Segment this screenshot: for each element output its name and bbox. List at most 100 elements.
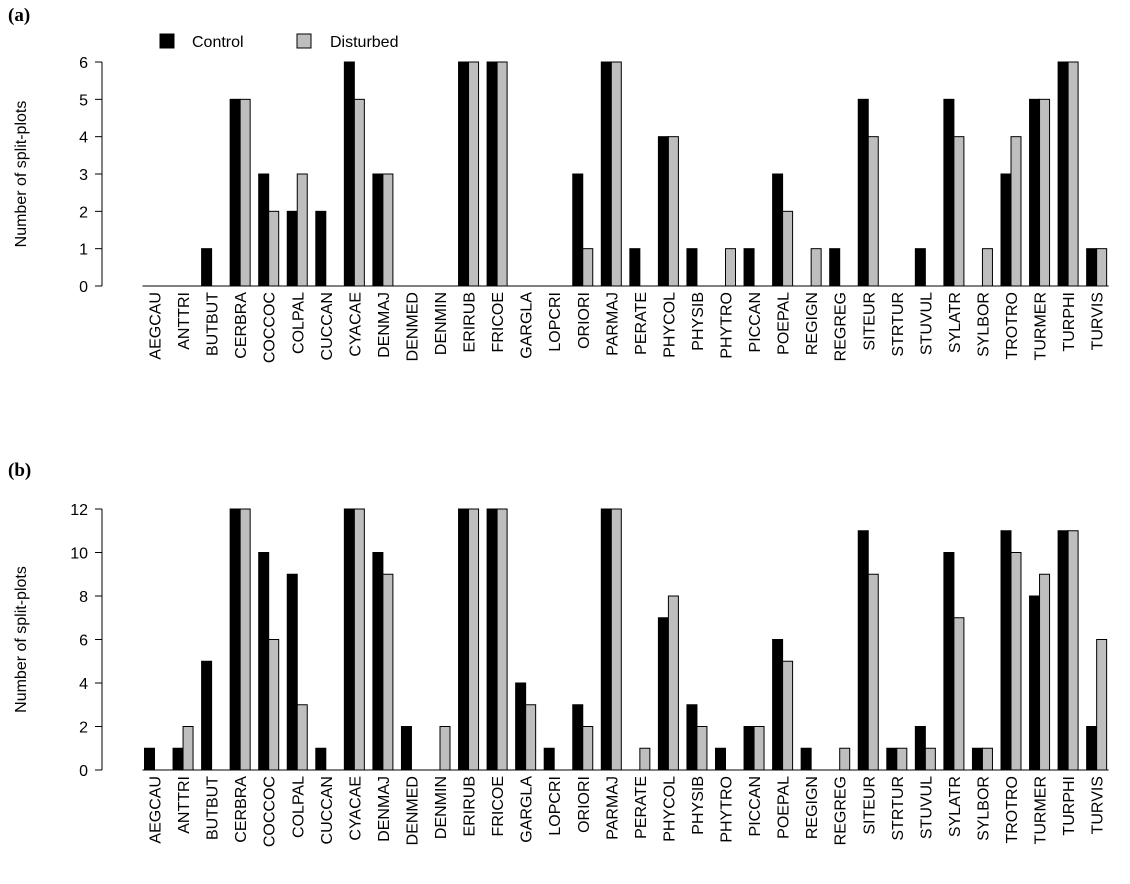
x-tick-label-oriori: ORIORI	[576, 292, 593, 349]
x-tick-label-cyacae: CYACAE	[347, 776, 364, 841]
bar-control-siteur	[857, 530, 869, 771]
x-tick-label-erirub: ERIRUB	[462, 776, 479, 836]
bar-control-cerbra	[229, 98, 241, 287]
x-tick-label-cerbra: CERBRA	[233, 776, 250, 843]
bar-control-oriori	[572, 704, 584, 771]
bar-disturbed-phytro	[725, 248, 736, 287]
x-tick-label-trotro: TROTRO	[1004, 776, 1021, 844]
x-tick-label-denmin: DENMIN	[433, 776, 450, 839]
x-tick-label-physib: PHYSIB	[690, 292, 707, 351]
y-axis-label: Number of split-plots	[13, 101, 30, 248]
x-tick-label-phytro: PHYTRO	[719, 292, 736, 359]
bar-control-lopcri	[543, 747, 555, 771]
bar-disturbed-turmer	[1039, 98, 1051, 287]
bar-control-turmer	[1029, 595, 1041, 771]
y-tick-label: 3	[79, 167, 88, 184]
bar-control-phytro	[715, 747, 726, 771]
bar-disturbed-colpal	[296, 173, 308, 287]
bar-disturbed-turmer	[1039, 573, 1051, 771]
bar-disturbed-sylbor	[981, 248, 993, 287]
legend-label-control: Control	[192, 34, 244, 51]
bar-control-turmer	[1029, 98, 1041, 287]
bar-disturbed-trotro	[1010, 136, 1022, 287]
bar-control-sylatr	[943, 98, 955, 287]
x-tick-label-anttri: ANTTRI	[176, 292, 193, 350]
x-tick-label-sylbor: SYLBOR	[975, 776, 992, 841]
bar-control-coccoc	[258, 552, 270, 771]
x-tick-label-phytro: PHYTRO	[719, 776, 736, 843]
y-tick-label: 8	[79, 589, 88, 606]
bar-disturbed-siteur	[867, 573, 879, 771]
x-tick-label-sylatr: SYLATR	[947, 292, 964, 353]
x-tick-label-cerbra: CERBRA	[233, 292, 250, 359]
bar-disturbed-anttri	[182, 726, 194, 771]
bar-control-aegcau	[144, 747, 155, 771]
bar-disturbed-turphi	[1067, 530, 1079, 771]
x-tick-label-cuccan: CUCCAN	[319, 776, 336, 844]
bar-disturbed-parmaj	[610, 61, 622, 287]
bar-control-coccoc	[258, 173, 270, 287]
bar-control-regreg	[829, 248, 841, 287]
x-tick-label-perate: PERATE	[633, 776, 650, 839]
bar-control-stuvul	[914, 726, 926, 771]
y-tick-label: 2	[79, 204, 88, 221]
bar-control-sylbor	[971, 747, 983, 771]
bar-control-parmaj	[600, 61, 612, 287]
bar-control-piccan	[743, 726, 755, 771]
bar-disturbed-trotro	[1010, 552, 1022, 771]
x-tick-label-parmaj: PARMAJ	[604, 776, 621, 840]
y-axis-a: 0 1 2 3 4 5 6 Number of split-plots	[13, 55, 103, 296]
bar-disturbed-physib	[696, 726, 708, 771]
bar-disturbed-denmaj	[382, 573, 394, 771]
bar-disturbed-cyacae	[353, 98, 365, 287]
x-tick-label-denmed: DENMED	[404, 776, 421, 845]
bar-control-perate	[629, 248, 641, 287]
y-tick-label: 6	[79, 633, 88, 650]
x-tick-label-lopcri: LOPCRI	[547, 292, 564, 352]
x-tick-label-parmaj: PARMAJ	[604, 292, 621, 356]
bar-disturbed-denmin	[439, 726, 451, 771]
x-tick-label-turphi: TURPHI	[1061, 776, 1078, 836]
bar-control-fricoe	[486, 61, 498, 287]
panel-label-b: (b)	[8, 460, 31, 481]
bar-control-sylatr	[943, 552, 955, 771]
x-tick-label-siteur: SITEUR	[861, 776, 878, 835]
bar-control-trotro	[1000, 530, 1012, 771]
bar-control-poepal	[772, 173, 784, 287]
x-tick-label-erirub: ERIRUB	[462, 292, 479, 352]
y-tick-label: 0	[79, 763, 88, 780]
bar-disturbed-stuvul	[924, 747, 936, 771]
bar-disturbed-turvis	[1096, 639, 1108, 771]
x-tick-label-anttri: ANTTRI	[176, 776, 193, 834]
x-tick-label-turmer: TURMER	[1033, 292, 1050, 360]
y-axis-label: Number of split-plots	[13, 566, 30, 713]
x-tick-label-cyacae: CYACAE	[347, 292, 364, 357]
x-tick-label-siteur: SITEUR	[861, 292, 878, 351]
x-tick-label-trotro: TROTRO	[1004, 292, 1021, 360]
x-tick-label-gargla: GARGLA	[519, 292, 536, 359]
x-tick-label-denmaj: DENMAJ	[376, 776, 393, 842]
bar-control-poepal	[772, 639, 784, 771]
y-tick-label: 5	[79, 92, 88, 109]
bar-control-butbut	[201, 248, 213, 287]
bar-disturbed-fricoe	[496, 508, 508, 771]
x-tick-label-fricoe: FRICOE	[490, 292, 507, 352]
x-tick-label-regreg: REGREG	[833, 776, 850, 845]
x-tick-label-poepal: POEPAL	[776, 776, 793, 839]
x-tick-label-piccan: PICCAN	[747, 292, 764, 352]
bar-control-denmaj	[372, 173, 384, 287]
x-tick-label-gargla: GARGLA	[519, 776, 536, 843]
bar-control-cerbra	[229, 508, 241, 771]
x-tick-label-oriori: ORIORI	[576, 776, 593, 833]
bar-control-parmaj	[600, 508, 612, 771]
x-tick-label-cuccan: CUCCAN	[319, 292, 336, 360]
bar-control-butbut	[201, 660, 213, 771]
y-axis-b: 0 2 4 6 8 10 12 Number of split-plots	[13, 502, 103, 780]
x-tick-label-strtur: STRTUR	[890, 292, 907, 357]
bar-control-colpal	[286, 573, 298, 771]
x-tick-label-denmin: DENMIN	[433, 292, 450, 355]
x-tick-label-stuvul: STUVUL	[918, 776, 935, 839]
bar-disturbed-sylbor	[981, 747, 993, 771]
bar-disturbed-coccoc	[268, 639, 280, 771]
